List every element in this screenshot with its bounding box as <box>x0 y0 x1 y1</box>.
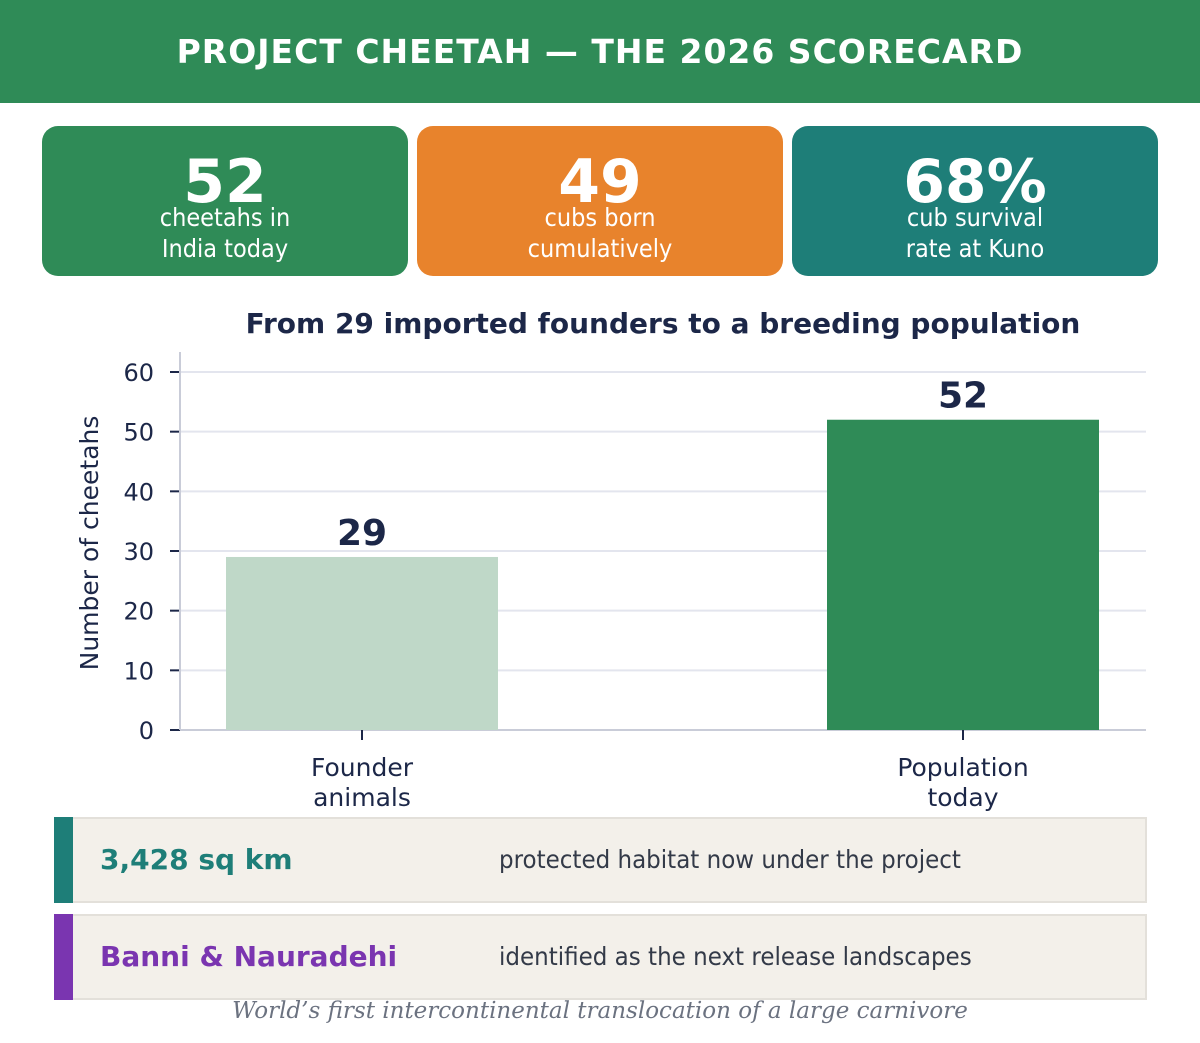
stat-label-line: cubs born <box>544 203 656 232</box>
stat-value: 68% <box>903 147 1047 217</box>
x-tick-label: animals <box>313 783 411 812</box>
bar-0 <box>226 556 498 730</box>
stat-card-cubs-born: 49 cubs born cumulatively <box>417 126 783 276</box>
fact-key: Banni & Nauradehi <box>100 940 398 973</box>
page-title: PROJECT CHEETAH — THE 2026 SCORECARD <box>176 32 1024 71</box>
fact-row-next-landscapes: Banni & Nauradehi identified as the next… <box>54 914 1147 1000</box>
y-tick-label: 50 <box>123 419 154 447</box>
fact-description: protected habitat now under the project <box>499 845 961 874</box>
y-axis-label: Number of cheetahs <box>75 416 104 671</box>
fact-row-habitat: 3,428 sq km protected habitat now under … <box>54 817 1147 903</box>
y-tick-label: 20 <box>123 598 154 626</box>
bar-value-label: 29 <box>337 513 387 554</box>
x-tick-label: Founder <box>311 753 414 782</box>
stat-label-line: cumulatively <box>527 234 673 263</box>
population-bar-chart: From 29 imported founders to a breeding … <box>75 307 1146 812</box>
stat-label-line: India today <box>161 234 289 263</box>
stat-label-line: rate at Kuno <box>905 234 1045 263</box>
stat-label: cheetahs in India today <box>60 202 389 264</box>
fact-key: 3,428 sq km <box>100 843 293 876</box>
y-tick-label: 60 <box>123 359 154 387</box>
x-tick-label: Population <box>897 753 1028 782</box>
x-tick-label: today <box>927 783 998 812</box>
y-tick-label: 0 <box>139 717 154 745</box>
y-tick-label: 30 <box>123 538 154 566</box>
bar-1 <box>827 419 1099 730</box>
stat-label: cub survival rate at Kuno <box>810 202 1139 264</box>
fact-accent-bar <box>54 914 73 1000</box>
bar-value-label: 52 <box>938 376 988 417</box>
stat-value: 49 <box>558 147 642 217</box>
stat-label-line: cheetahs in <box>159 203 291 232</box>
fact-accent-bar <box>54 817 73 903</box>
chart-title: From 29 imported founders to a breeding … <box>246 307 1081 340</box>
stat-label-line: cub survival <box>906 203 1044 232</box>
y-tick-label: 10 <box>123 657 154 685</box>
stat-card-cub-survival: 68% cub survival rate at Kuno <box>792 126 1158 276</box>
stat-value: 52 <box>183 147 267 217</box>
stat-label: cubs born cumulatively <box>435 202 764 264</box>
footer-note: World’s first intercontinental transloca… <box>232 998 968 1024</box>
y-tick-label: 40 <box>123 478 154 506</box>
fact-description: identified as the next release landscape… <box>499 942 972 971</box>
stat-card-cheetahs-today: 52 cheetahs in India today <box>42 126 408 276</box>
header-banner: PROJECT CHEETAH — THE 2026 SCORECARD <box>0 0 1200 103</box>
